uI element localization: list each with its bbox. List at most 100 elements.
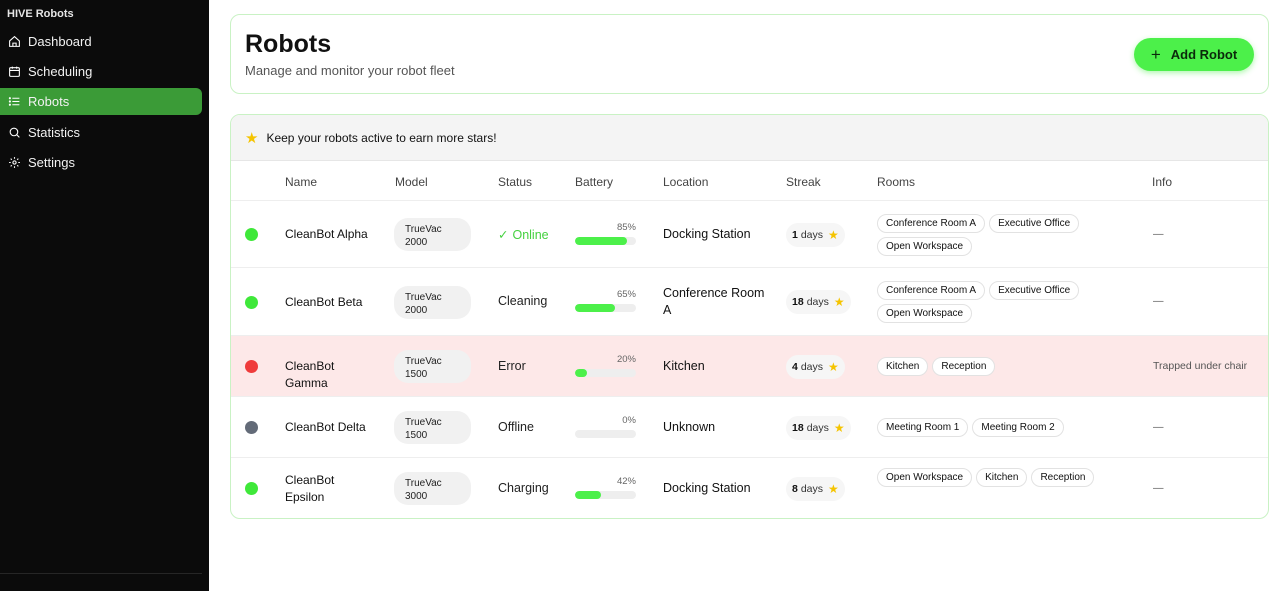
robot-name: CleanBot Beta: [285, 294, 363, 309]
list-icon: [8, 95, 21, 108]
status-dot: [245, 482, 258, 495]
star-icon: ★: [828, 481, 839, 496]
battery-percent: 0%: [622, 414, 636, 426]
sidebar-item-label: Settings: [28, 155, 75, 170]
battery-bar: [575, 236, 636, 245]
location-text: Kitchen: [663, 359, 705, 373]
table-row[interactable]: CleanBot Gamma TrueVac 1500 Error 20% Kitchen…: [231, 336, 1268, 397]
model-name: TrueVac: [405, 291, 442, 303]
header-card: Robots Manage and monitor your robot fle…: [230, 14, 1269, 94]
status-text: Charging: [498, 481, 549, 495]
info-text: —: [1153, 227, 1164, 240]
room-tags: Conference Room A Executive Office Open Wo…: [877, 213, 1127, 256]
battery-percent: 85%: [616, 221, 636, 233]
battery-fill: [575, 368, 588, 377]
robot-name: CleanBot Gamma: [285, 359, 335, 390]
star-icon: ★: [833, 420, 845, 435]
streak-count: 8: [792, 482, 798, 495]
model-name: TrueVac: [405, 356, 442, 367]
star-icon: ★: [833, 295, 845, 309]
streak-unit: days: [800, 482, 824, 495]
robot-name: CleanBot Alpha: [285, 227, 368, 241]
sidebar-item-label: Dashboard: [28, 34, 92, 49]
table-row[interactable]: CleanBot Epsilon TrueVac 3000 Charging 42% Do…: [231, 458, 1268, 518]
column-header-streak: Streak: [786, 175, 821, 189]
model-number: 3000: [405, 491, 428, 502]
streak-badge: 8 days ★: [786, 476, 845, 501]
status-label: Charging: [498, 480, 549, 495]
search-icon: [8, 126, 21, 139]
streak-badge: 18 days ★: [786, 415, 851, 440]
status-label: Cleaning: [498, 294, 548, 308]
info-text: —: [1153, 295, 1164, 307]
model-name: TrueVac: [405, 417, 442, 428]
sidebar-item-scheduling[interactable]: Scheduling: [0, 58, 202, 85]
column-header-name: Name: [285, 175, 318, 189]
sidebar-item-robots[interactable]: Robots: [0, 88, 202, 115]
model-name: TrueVac: [405, 224, 442, 235]
room-tags: Conference Room A Executive Office Open Wo…: [877, 281, 1127, 323]
room-tag: Kitchen: [877, 356, 929, 376]
star-icon: ★: [245, 129, 259, 147]
status-text: Error: [498, 359, 526, 373]
column-header-status: Status: [498, 175, 533, 189]
sidebar-item-dashboard[interactable]: Dashboard: [0, 28, 202, 55]
battery-percent: 20%: [616, 353, 636, 365]
model-number: 1500: [405, 430, 428, 441]
battery-bar: [575, 490, 636, 499]
sidebar-item-settings[interactable]: Settings: [0, 149, 202, 176]
streak-count: 18: [792, 421, 804, 434]
column-header-info: Info: [1152, 175, 1173, 189]
room-tag: Meeting Room 2: [972, 417, 1064, 437]
streak-badge: 1 days ★: [786, 222, 845, 247]
room-tag: Conference Room A: [877, 213, 986, 233]
home-icon: [8, 35, 21, 48]
status-text: Offline: [498, 420, 534, 434]
column-header-rooms: Rooms: [877, 175, 916, 189]
sidebar-item-statistics[interactable]: Statistics: [0, 119, 202, 146]
room-tag: Reception: [932, 356, 996, 376]
table-row[interactable]: CleanBot Alpha TrueVac 2000 ✓ Online 85% Docki…: [231, 201, 1268, 268]
sidebar-item-label: Scheduling: [28, 64, 93, 79]
tip-banner: ★ Keep your robots active to earn more s…: [231, 115, 1268, 161]
streak-badge: 4 days ★: [786, 354, 845, 379]
add-robot-button[interactable]: + Add Robot: [1134, 38, 1254, 71]
room-tag: Executive Office: [989, 213, 1080, 233]
model-badge: TrueVac 3000: [394, 472, 471, 505]
battery-percent: 65%: [616, 289, 636, 300]
streak-unit: days: [806, 296, 829, 308]
robots-table-card: ★ Keep your robots active to earn more s…: [230, 114, 1269, 519]
table-row[interactable]: CleanBot Beta TrueVac 2000 Cleaning 65% Confe…: [231, 268, 1268, 336]
status-label: Offline: [498, 419, 534, 434]
room-tag: Open Workspace: [877, 236, 973, 256]
streak-unit: days: [806, 421, 829, 434]
room-tag: Conference Room A: [877, 281, 986, 300]
info-text: —: [1153, 481, 1164, 494]
room-tag: Open Workspace: [877, 467, 973, 487]
battery-percent: 42%: [616, 475, 636, 487]
room-tag: Open Workspace: [877, 304, 973, 323]
robot-name: CleanBot Delta: [285, 420, 366, 434]
location-text: Docking Station: [663, 481, 751, 495]
room-tags: Open Workspace Kitchen Reception: [877, 467, 1127, 487]
page-title: Robots: [245, 30, 332, 58]
room-tag: Kitchen: [976, 467, 1028, 487]
page-subtitle: Manage and monitor your robot fleet: [245, 63, 455, 78]
info-text: —: [1153, 420, 1164, 433]
model-number: 2000: [405, 237, 428, 248]
status-dot: [245, 360, 258, 373]
add-robot-label: Add Robot: [1170, 47, 1238, 62]
streak-unit: days: [800, 360, 824, 373]
info-text: Trapped under chair: [1153, 359, 1248, 372]
model-name: TrueVac: [405, 478, 442, 489]
room-tag: Reception: [1031, 467, 1095, 487]
location-text: Docking Station: [663, 227, 751, 241]
gear-icon: [8, 156, 21, 169]
streak-unit: days: [800, 228, 824, 241]
sidebar-divider: [0, 573, 202, 574]
tip-text: Keep your robots active to earn more sta…: [266, 130, 497, 145]
streak-count: 1: [792, 228, 798, 241]
table-row[interactable]: CleanBot Delta TrueVac 1500 Offline 0% Unknow…: [231, 397, 1268, 458]
brand-label: HIVE Robots: [7, 8, 74, 20]
room-tag: Executive Office: [989, 281, 1080, 300]
